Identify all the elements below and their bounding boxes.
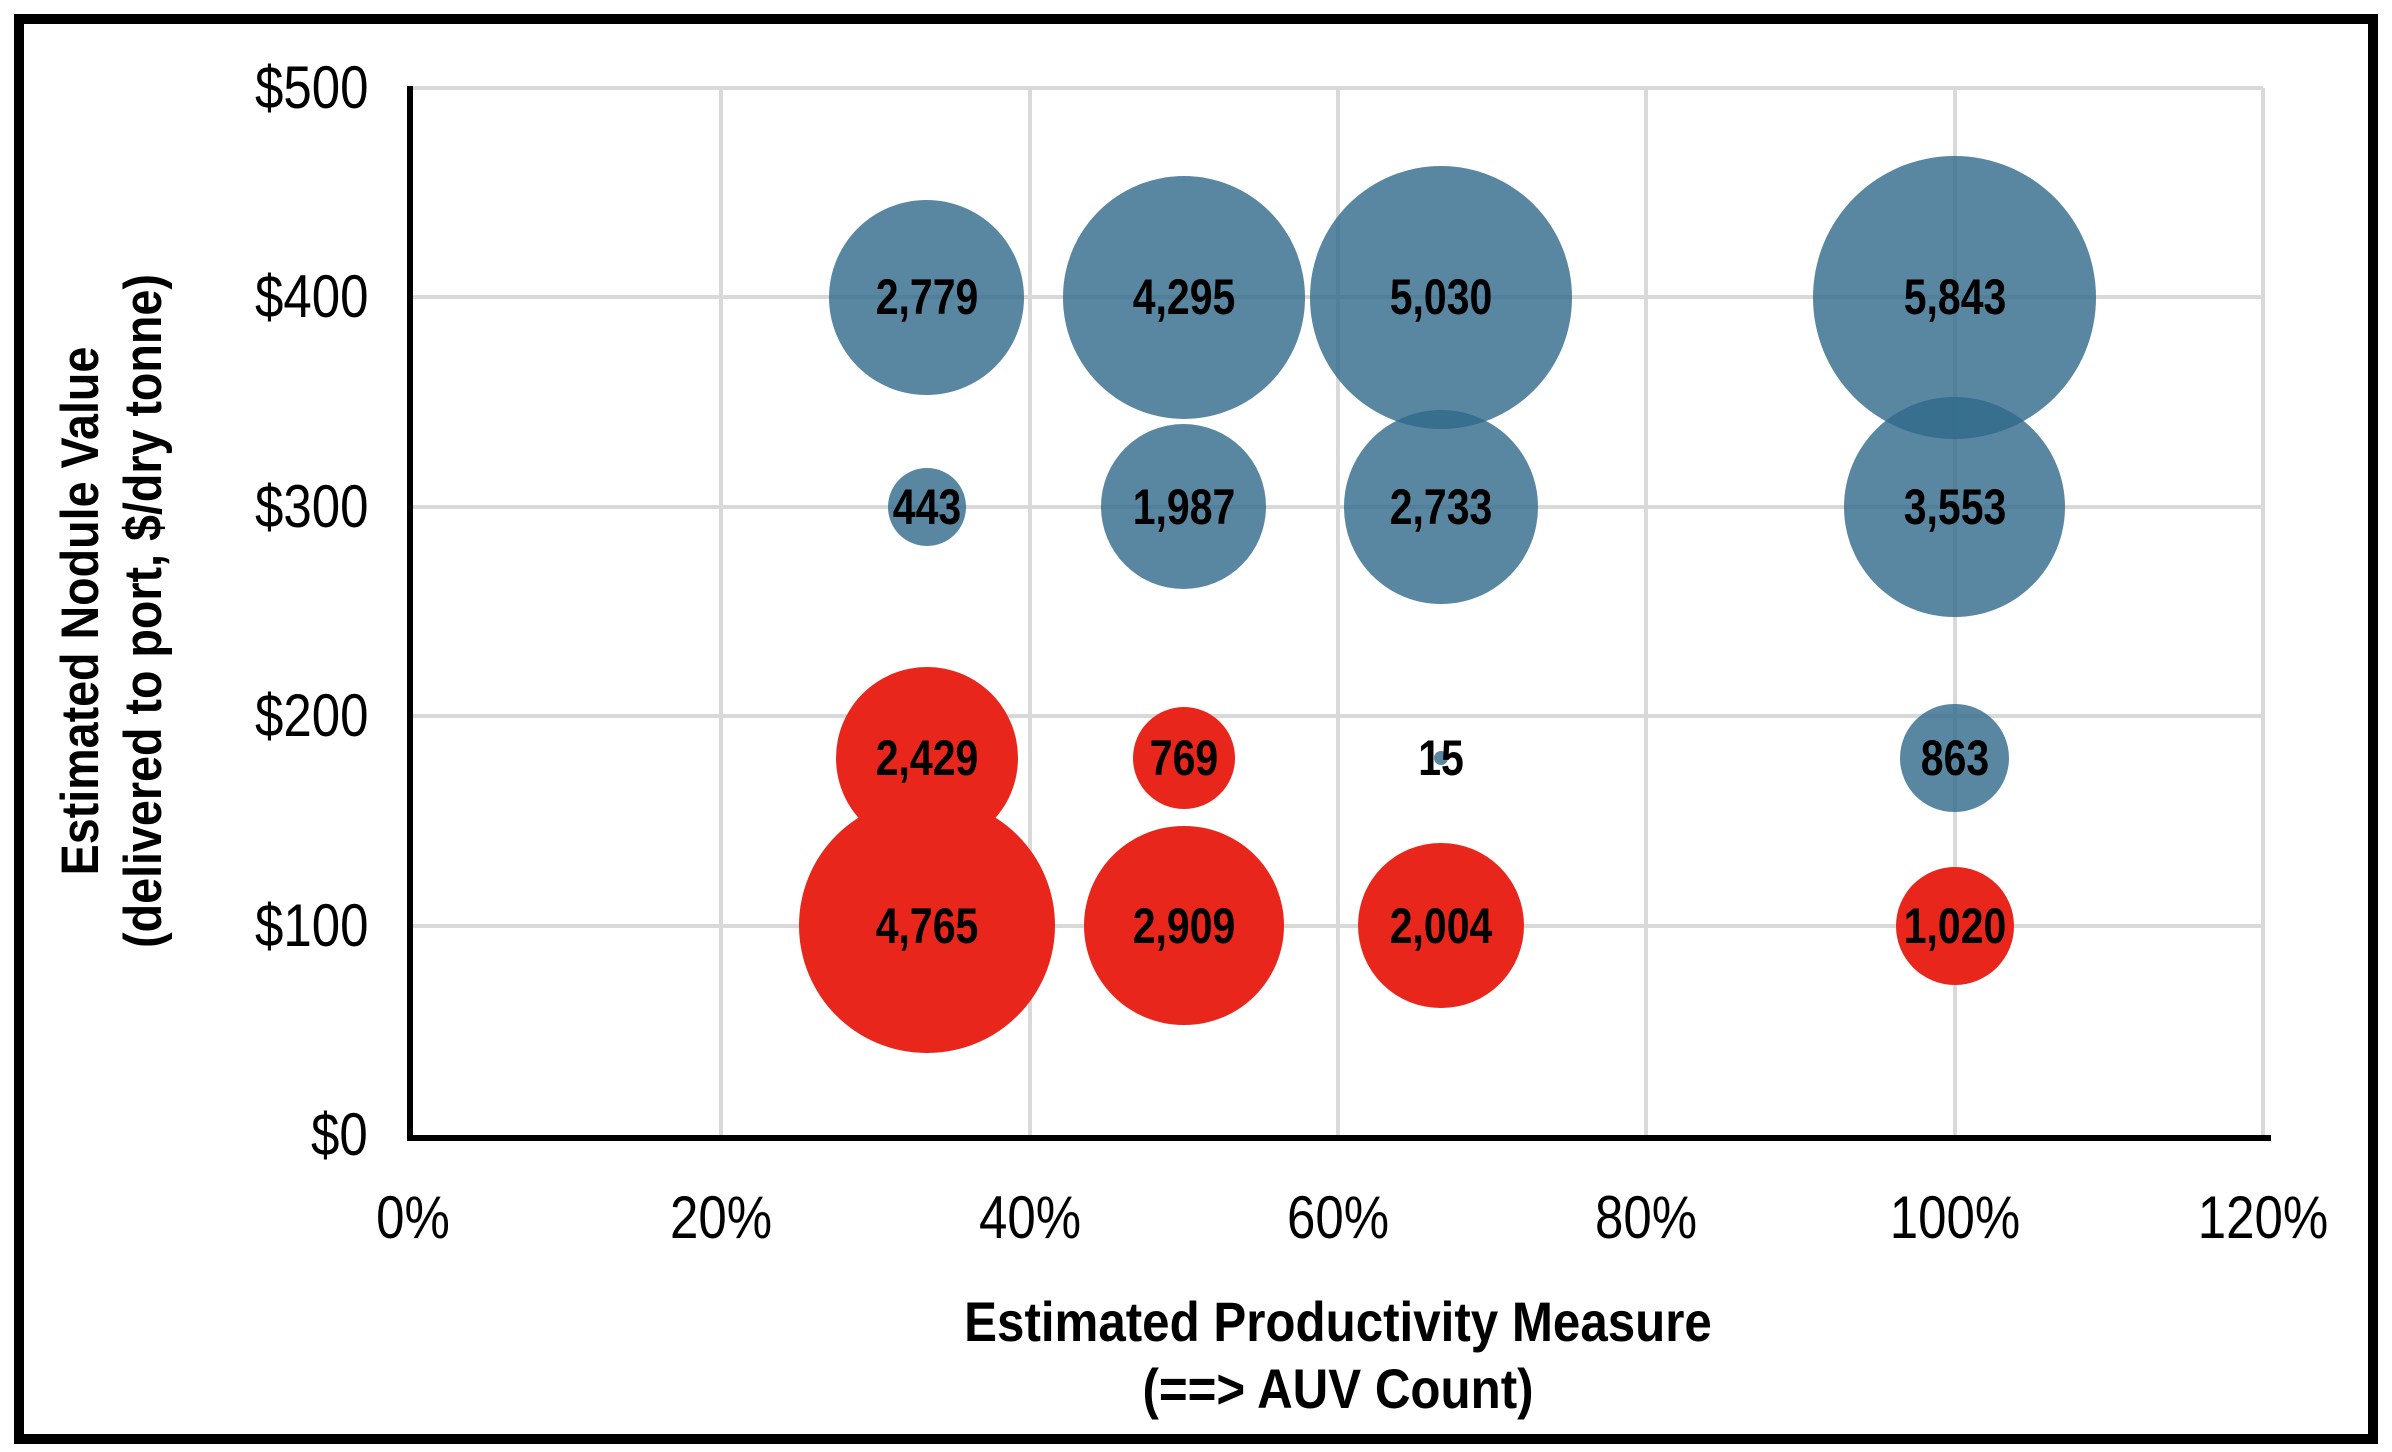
bubble-blue-863 bbox=[1900, 703, 2009, 813]
y-axis-line bbox=[407, 86, 413, 1141]
bubble-label-text: 2,779 bbox=[875, 269, 979, 326]
y-axis-title-line-1: Estimated Nodule Value bbox=[51, 346, 110, 876]
x-tick-text: 40% bbox=[978, 1184, 1081, 1251]
bubble-label-2909: 2,909 bbox=[1121, 901, 1246, 951]
bubble-blue-15 bbox=[1433, 750, 1448, 766]
gridline-h-100 bbox=[413, 923, 2263, 928]
bubble-label-text: 863 bbox=[1920, 730, 1989, 787]
chart-border-frame bbox=[14, 14, 2378, 1444]
gridline-v-80 bbox=[1644, 88, 1649, 1135]
bubble-label-text: 2,004 bbox=[1389, 897, 1493, 954]
y-tick-text: $300 bbox=[254, 472, 368, 540]
bubble-label-text: 15 bbox=[1418, 730, 1464, 787]
bubble-blue-443 bbox=[887, 467, 966, 546]
x-tick-text: 80% bbox=[1595, 1184, 1698, 1251]
bubble-label-text: 4,765 bbox=[875, 897, 979, 954]
x-tick-text: 60% bbox=[1286, 1184, 1390, 1251]
bubble-red-4765 bbox=[799, 797, 1055, 1054]
y-tick-label-200: $200 bbox=[0, 684, 368, 748]
bubble-red-1020 bbox=[1895, 866, 2014, 985]
x-tick-text: 120% bbox=[2197, 1184, 2329, 1251]
bubble-label-3553: 3,553 bbox=[1892, 482, 2017, 532]
y-tick-label-0: $0 bbox=[0, 1103, 368, 1167]
bubble-label-769: 769 bbox=[1142, 733, 1225, 783]
bubble-label-4765: 4,765 bbox=[864, 901, 989, 951]
bubble-label-4295: 4,295 bbox=[1121, 272, 1246, 322]
bubble-blue-2733 bbox=[1344, 410, 1538, 604]
bubble-label-text: 2,733 bbox=[1389, 478, 1493, 535]
x-tick-label-60: 60% bbox=[1278, 1186, 1398, 1250]
x-axis-title: Estimated Productivity Measure (==> AUV … bbox=[913, 1288, 1763, 1422]
bubble-blue-4295 bbox=[1062, 176, 1306, 419]
bubble-label-15: 15 bbox=[1413, 733, 1469, 783]
y-axis-title: Estimated Nodule Value (delivered to por… bbox=[49, 228, 175, 994]
y-axis-title-line-2: (delivered to port, $/dry tonne) bbox=[114, 274, 173, 948]
bubble-label-5843: 5,843 bbox=[1892, 272, 2017, 322]
y-tick-label-100: $100 bbox=[0, 891, 368, 959]
x-tick-label-80: 80% bbox=[1586, 1186, 1706, 1250]
bubble-blue-5030 bbox=[1309, 166, 1573, 429]
bubble-label-text: 1,987 bbox=[1132, 478, 1236, 535]
y-tick-text: $500 bbox=[254, 54, 368, 121]
y-tick-label-400: $400 bbox=[0, 265, 368, 329]
y-tick-text: $0 bbox=[311, 1101, 368, 1168]
bubble-red-769 bbox=[1132, 706, 1236, 810]
bubble-red-2004 bbox=[1358, 842, 1524, 1009]
x-tick-label-120: 120% bbox=[2186, 1186, 2339, 1250]
bubble-label-443: 443 bbox=[885, 482, 968, 532]
y-tick-text: $200 bbox=[254, 682, 368, 750]
bubble-blue-1987 bbox=[1101, 424, 1267, 590]
bubble-label-2429: 2,429 bbox=[864, 733, 989, 783]
x-tick-text: 0% bbox=[376, 1184, 450, 1251]
gridline-h-300 bbox=[413, 504, 2263, 509]
bubble-label-863: 863 bbox=[1913, 733, 1996, 783]
bubble-label-2779: 2,779 bbox=[864, 272, 989, 322]
gridline-v-120 bbox=[2261, 88, 2265, 1135]
y-tick-text: $100 bbox=[254, 891, 368, 959]
bubble-label-text: 5,843 bbox=[1903, 269, 2006, 326]
bubble-label-2004: 2,004 bbox=[1378, 901, 1503, 951]
bubble-blue-5843 bbox=[1813, 155, 2097, 439]
bubble-label-text: 2,429 bbox=[875, 730, 979, 787]
bubble-label-text: 769 bbox=[1149, 730, 1219, 787]
y-tick-text: $400 bbox=[254, 263, 368, 331]
bubble-blue-3553 bbox=[1844, 396, 2065, 618]
x-tick-label-100: 100% bbox=[1878, 1186, 2031, 1250]
y-tick-label-300: $300 bbox=[0, 472, 368, 540]
gridline-h-500 bbox=[413, 86, 2263, 90]
gridline-v-60 bbox=[1336, 88, 1340, 1135]
bubble-label-text: 443 bbox=[892, 478, 962, 535]
bubble-label-text: 3,553 bbox=[1903, 478, 2006, 535]
x-axis-title-line-1: Estimated Productivity Measure bbox=[964, 1290, 1712, 1353]
bubble-blue-2779 bbox=[829, 199, 1025, 395]
bubble-red-2909 bbox=[1084, 825, 1284, 1026]
x-tick-label-0: 0% bbox=[370, 1186, 457, 1250]
bubble-label-text: 5,030 bbox=[1389, 269, 1493, 326]
gridline-v-40 bbox=[1027, 88, 1032, 1135]
x-axis-line bbox=[407, 1135, 2271, 1141]
bubble-label-1987: 1,987 bbox=[1121, 482, 1246, 532]
bubble-label-text: 1,020 bbox=[1903, 897, 2006, 954]
gridline-v-20 bbox=[719, 88, 724, 1135]
bubble-label-1020: 1,020 bbox=[1892, 901, 2017, 951]
x-tick-text: 20% bbox=[670, 1184, 773, 1251]
bubble-label-2733: 2,733 bbox=[1378, 482, 1503, 532]
bubble-label-5030: 5,030 bbox=[1378, 272, 1503, 322]
x-axis-title-line-2: (==> AUV Count) bbox=[1142, 1357, 1534, 1420]
x-tick-label-40: 40% bbox=[970, 1186, 1090, 1250]
x-tick-text: 100% bbox=[1889, 1184, 2020, 1251]
bubble-label-text: 4,295 bbox=[1132, 269, 1236, 326]
gridline-h-200 bbox=[413, 714, 2263, 719]
x-tick-label-20: 20% bbox=[661, 1186, 781, 1250]
y-tick-label-500: $500 bbox=[0, 56, 368, 120]
bubble-label-text: 2,909 bbox=[1132, 897, 1236, 954]
